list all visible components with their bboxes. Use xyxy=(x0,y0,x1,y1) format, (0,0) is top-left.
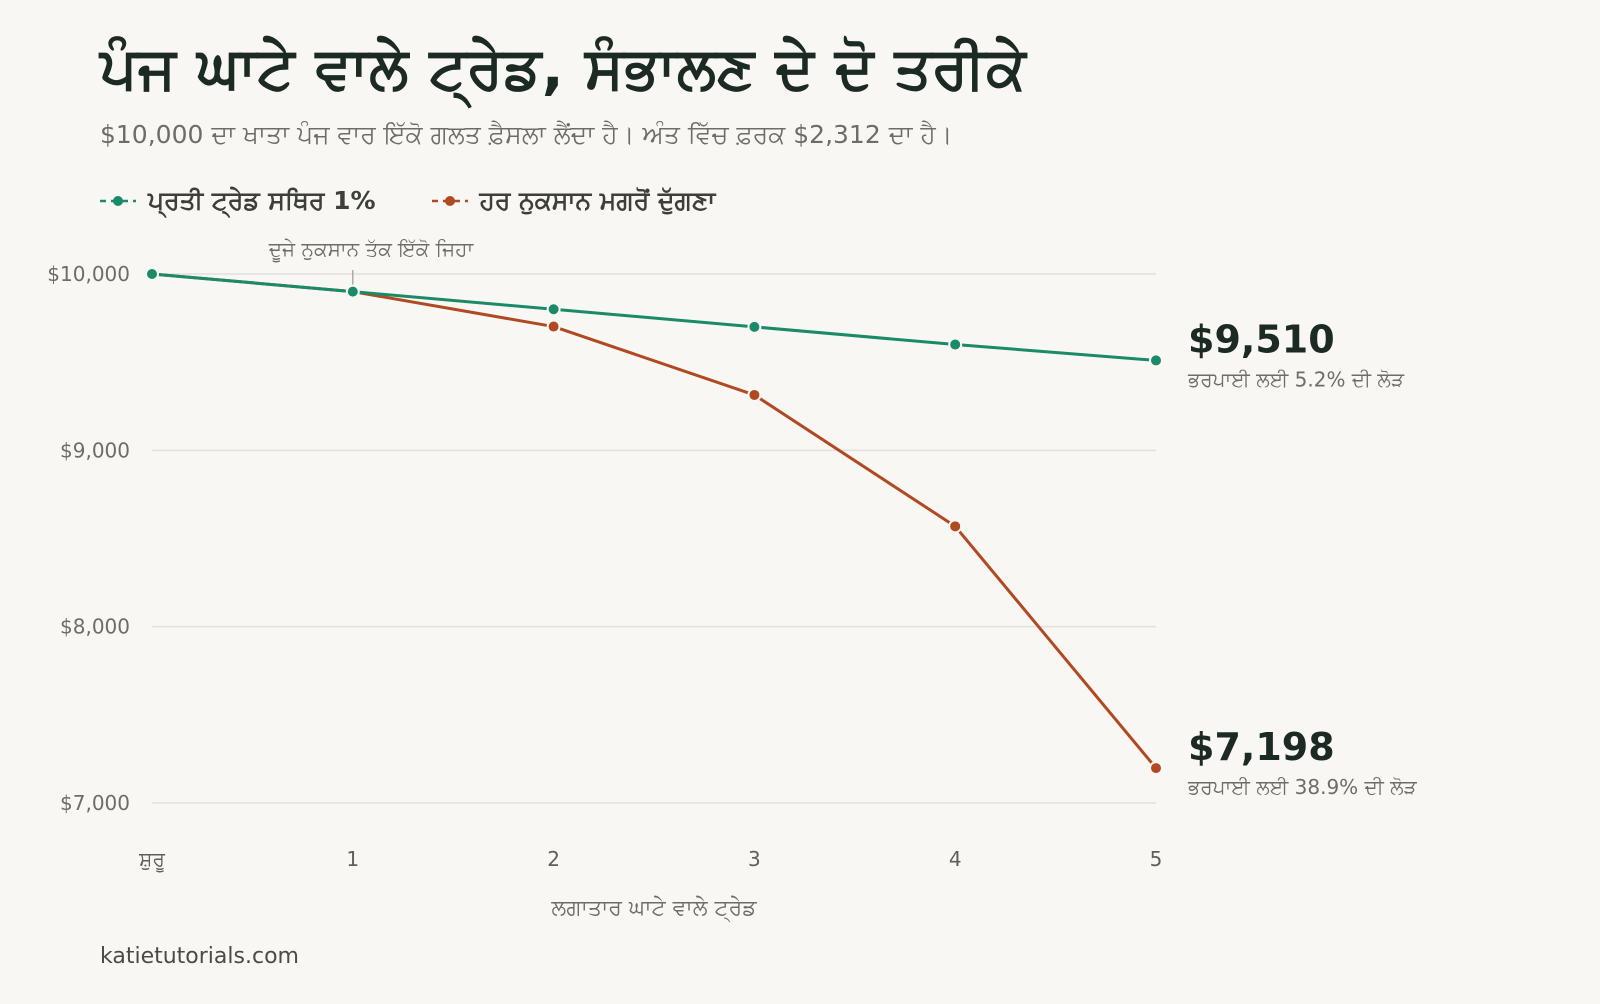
data-point-doubling xyxy=(747,387,762,402)
end-note-doubling: ਭਰਪਾਈ ਲਈ 38.9% ਦੀ ਲੋੜ xyxy=(1187,775,1418,799)
legend-swatch-fixed xyxy=(100,194,136,208)
annotation-text: ਦੂਜੇ ਨੁਕਸਾਨ ਤੱਕ ਇੱਕੋ ਜਿਹਾ xyxy=(268,237,475,263)
data-point-fixed xyxy=(1149,353,1163,368)
y-tick-label: $7,000 xyxy=(60,791,130,815)
data-point-fixed xyxy=(145,267,159,281)
data-point-fixed xyxy=(747,319,762,334)
chart-subtitle: $10,000 ਦਾ ਖਾਤਾ ਪੰਜ ਵਾਰ ਇੱਕੋ ਗਲਤ ਫ਼ੈਸਲਾ … xyxy=(100,120,953,149)
x-tick-label: 1 xyxy=(346,847,359,871)
data-point-fixed xyxy=(345,284,360,299)
end-value-fixed: $9,510 xyxy=(1188,317,1335,361)
legend-swatch-doubling xyxy=(431,194,468,208)
end-value-doubling: $7,198 xyxy=(1188,725,1335,769)
series-line-fixed xyxy=(150,272,1158,362)
data-point-doubling xyxy=(1149,761,1163,776)
data-point-fixed xyxy=(948,337,963,352)
x-tick-label: ਸ਼ੁਰੂ xyxy=(138,847,165,873)
legend-item-doubling: ਹਰ ਨੁਕਸਾਨ ਮਗਰੋਂ ਦੁੱਗਣਾ xyxy=(431,186,716,216)
legend-item-fixed: ਪ੍ਰਤੀ ਟ੍ਰੇਡ ਸਥਿਰ 1% xyxy=(100,186,376,216)
data-point-fixed xyxy=(546,302,561,317)
x-tick-label: 5 xyxy=(1150,847,1163,871)
data-point-doubling xyxy=(948,519,963,534)
x-axis-title: ਲਗਾਤਾਰ ਘਾਟੇ ਵਾਲੇ ਟ੍ਰੇਡ xyxy=(550,895,757,923)
data-point-doubling xyxy=(546,319,561,334)
x-tick-label: 4 xyxy=(949,847,962,871)
legend-label-fixed: ਪ੍ਰਤੀ ਟ੍ਰੇਡ ਸਥਿਰ 1% xyxy=(148,186,376,215)
y-tick-label: $10,000 xyxy=(47,262,130,286)
end-note-fixed: ਭਰਪਾਈ ਲਈ 5.2% ਦੀ ਲੋੜ xyxy=(1187,367,1405,391)
x-tick-label: 2 xyxy=(547,847,560,871)
chart-title: ਪੰਜ ਘਾਟੇ ਵਾਲੇ ਟ੍ਰੇਡ, ਸੰਭਾਲਣ ਦੇ ਦੋ ਤਰੀਕੇ xyxy=(100,34,1027,102)
legend-label-doubling: ਹਰ ਨੁਕਸਾਨ ਮਗਰੋਂ ਦੁੱਗਣਾ xyxy=(479,186,716,215)
y-tick-label: $8,000 xyxy=(60,615,130,639)
x-tick-label: 3 xyxy=(748,847,761,871)
y-tick-label: $9,000 xyxy=(60,438,130,462)
legend: ਪ੍ਰਤੀ ਟ੍ਰੇਡ ਸਥਿਰ 1% ਹਰ ਨੁਕਸਾਨ ਮਗਰੋਂ ਦੁੱਗ… xyxy=(100,186,715,216)
source-credit: katietutorials.com xyxy=(100,944,299,969)
